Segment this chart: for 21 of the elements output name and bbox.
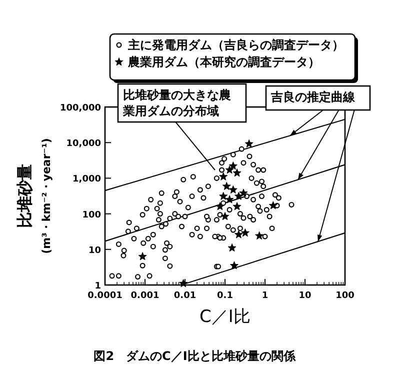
legend-label: 主に発電用ダム（吉良らの調査データ）: [127, 38, 344, 52]
text: 図2 ダムのC／I比と比堆砂量の関係: [94, 349, 296, 363]
y-tick-label: 1,000: [72, 174, 101, 185]
x-tick-label: 0.001: [130, 291, 160, 301]
x-tick-label: 0.0001: [88, 291, 122, 301]
annotation: 吉良の推定曲線: [270, 90, 356, 104]
y-tick-label: 100,000: [60, 104, 101, 114]
x-tick-label: 0.1: [217, 291, 233, 301]
x-tick-label: 10: [298, 291, 312, 301]
x-tick-label: 100: [336, 291, 354, 301]
y-tick-label: 10: [88, 246, 101, 256]
y-tick-label: 1: [94, 282, 101, 292]
y-axis-title: 比堆砂量 (m³・km⁻²・year⁻¹): [15, 138, 53, 254]
x-tick-label: 1: [262, 291, 268, 301]
annotation: 比堆砂量の大きな農業用ダムの分布域: [117, 83, 247, 170]
y-tick-label: 100: [82, 210, 101, 220]
x-tick-label: 0.01: [174, 291, 196, 301]
y-tick-label: 10,000: [66, 139, 101, 150]
x-axis-title: C／I比: [200, 307, 250, 327]
annotation: 比堆砂量の大きな農業用ダムの分布域: [122, 88, 231, 118]
legend-label: 農業用ダム（本研究の調査データ）: [127, 55, 320, 69]
